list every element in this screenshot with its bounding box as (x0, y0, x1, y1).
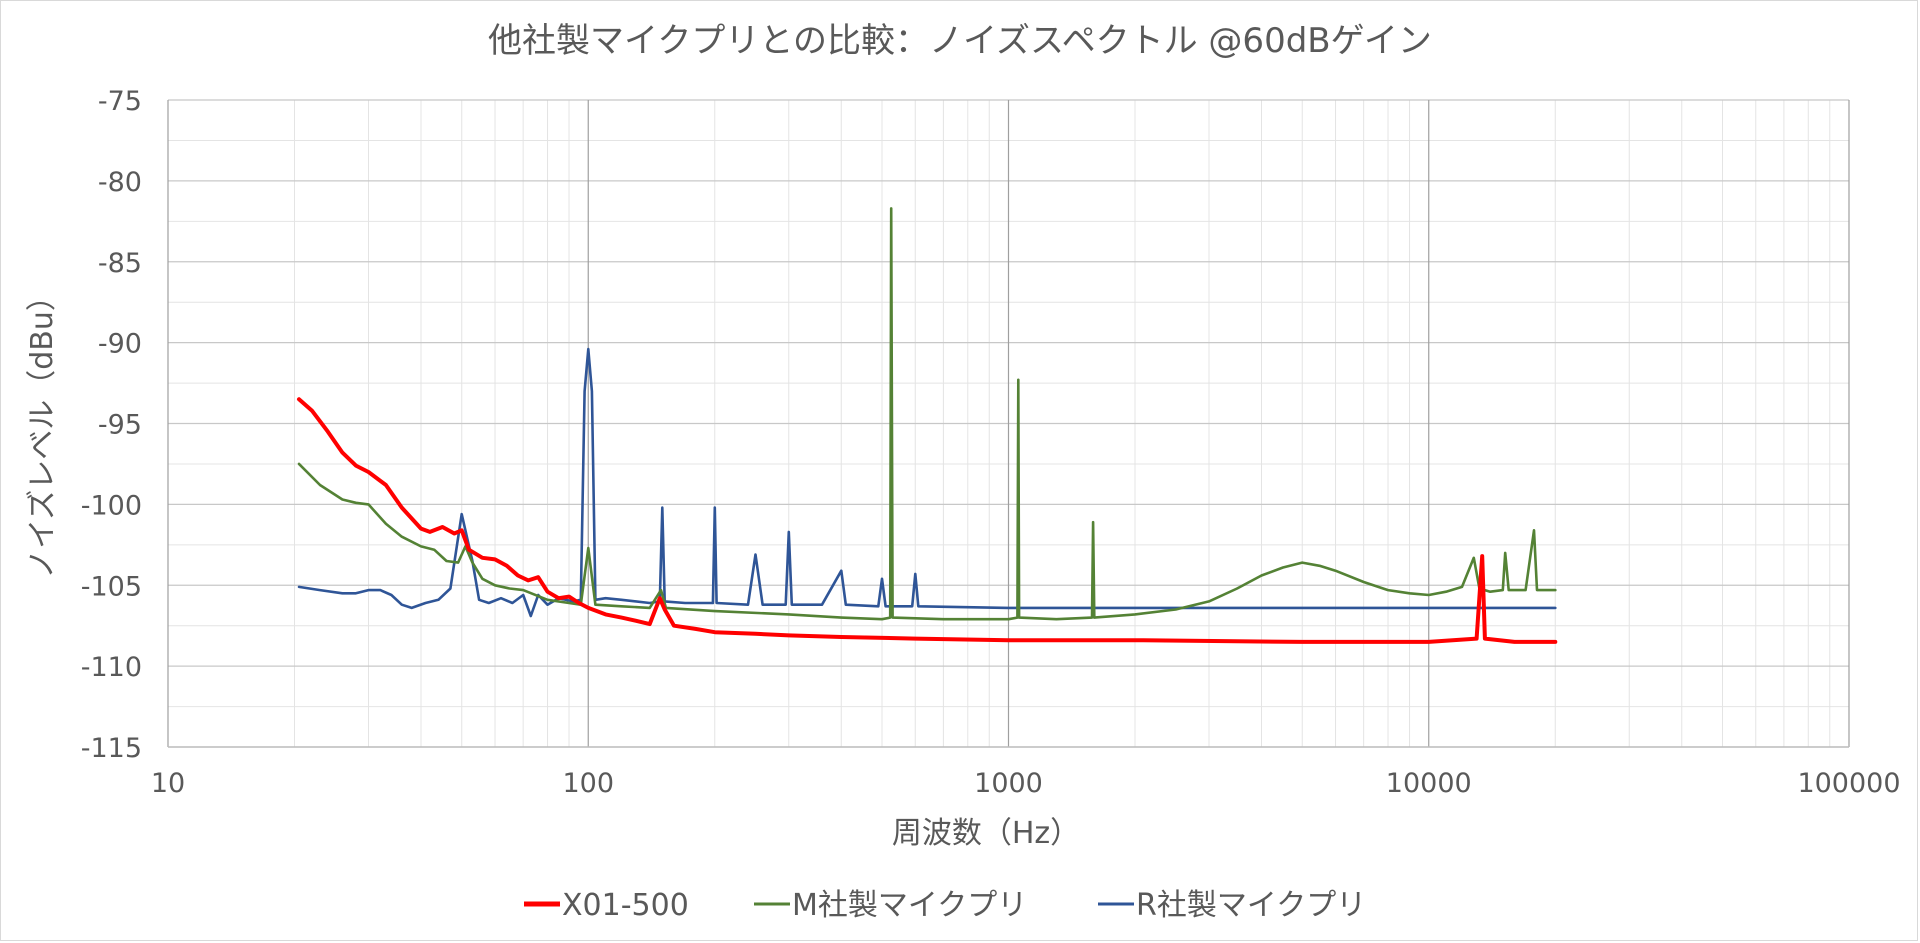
chart-legend: X01-500 M社製マイクプリ R社製マイクプリ (524, 888, 1366, 923)
x-axis-label: 周波数（Hz） (892, 816, 1080, 851)
legend-label: X01-500 (562, 888, 689, 923)
y-tick-label: -85 (98, 248, 142, 279)
y-tick-label: -100 (81, 490, 142, 521)
y-tick-label: -80 (98, 167, 142, 198)
y-axis-tick-labels: -75 -80 -85 -90 -95 -100 -105 -110 -115 (81, 86, 142, 764)
y-tick-label: -105 (81, 571, 142, 602)
series-line-1 (297, 397, 1558, 644)
legend-label: R社製マイクプリ (1136, 888, 1366, 923)
series-lines (297, 207, 1558, 644)
chart-title: 他社製マイクプリとの比較：ノイズスペクトル @60dBゲイン (488, 21, 1432, 61)
x-axis-tick-labels: 10 100 1000 10000 100000 (151, 768, 1901, 799)
x-tick-label: 10000 (1386, 768, 1472, 799)
x-tick-label: 1000 (974, 768, 1043, 799)
y-tick-label: -115 (81, 733, 142, 764)
y-axis-label: ノイズレベル（dBu） (25, 281, 60, 579)
x-tick-label: 10 (151, 768, 185, 799)
major-gridlines (167, 99, 1850, 748)
y-tick-label: -90 (98, 329, 142, 360)
y-tick-label: -75 (98, 86, 142, 117)
series-line-3 (297, 347, 1557, 618)
y-tick-label: -95 (98, 410, 142, 441)
legend-label: M社製マイクプリ (792, 888, 1027, 923)
x-tick-label: 100 (562, 768, 614, 799)
y-tick-label: -110 (81, 652, 142, 683)
x-tick-label: 100000 (1797, 768, 1900, 799)
